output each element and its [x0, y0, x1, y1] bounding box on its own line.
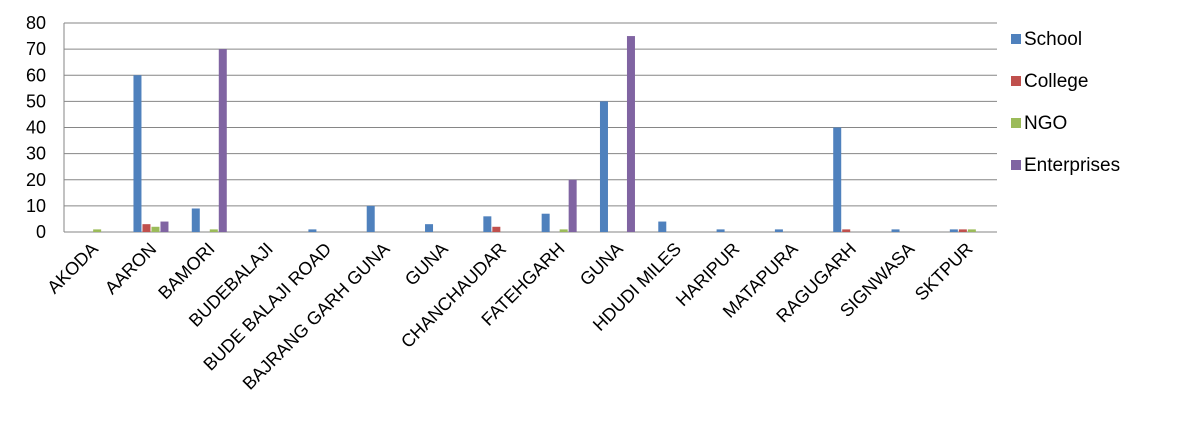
bar-college-13	[842, 229, 851, 232]
bar-school-14	[891, 229, 900, 232]
bar-college-1	[142, 224, 151, 232]
bar-school-12	[774, 229, 783, 232]
legend-label-ngo: NGO	[1024, 113, 1067, 134]
bar-school-9	[599, 101, 608, 232]
bar-school-8	[541, 213, 550, 232]
bar-enterprises-2	[218, 49, 227, 232]
bar-enterprises-9	[626, 36, 635, 232]
y-tick-label: 80	[26, 13, 46, 33]
bar-enterprises-8	[568, 179, 577, 232]
y-tick-label: 10	[26, 196, 46, 216]
bar-ngo-0	[93, 229, 102, 232]
y-tick-label: 30	[26, 144, 46, 164]
bar-school-6	[425, 224, 434, 232]
x-tick-label: GUNA	[401, 239, 452, 290]
x-tick-label: AARON	[101, 239, 160, 298]
bar-school-2	[191, 208, 200, 232]
x-tick-label: CHANCHAUDAR	[397, 239, 510, 352]
bar-school-15	[949, 229, 958, 232]
y-tick-label: 50	[26, 91, 46, 111]
y-tick-label: 60	[26, 65, 46, 85]
bar-school-10	[658, 221, 667, 232]
bar-ngo-8	[559, 229, 568, 232]
x-tick-label: GUNA	[576, 239, 627, 290]
bar-ngo-2	[209, 229, 218, 232]
y-tick-label: 20	[26, 170, 46, 190]
legend-label-college: College	[1024, 71, 1088, 92]
bar-college-7	[492, 226, 501, 232]
x-tick-label: AKODA	[43, 239, 102, 298]
legend-swatch-ngo	[1011, 118, 1021, 128]
bar-ngo-15	[967, 229, 976, 232]
bar-school-5	[366, 205, 375, 232]
bar-school-1	[133, 75, 142, 232]
legend-swatch-college	[1011, 76, 1021, 86]
legend-swatch-school	[1011, 34, 1021, 44]
bar-school-7	[483, 216, 492, 232]
bar-college-15	[958, 229, 967, 232]
y-tick-label: 0	[36, 222, 46, 242]
y-tick-label: 40	[26, 118, 46, 138]
legend-label-school: School	[1024, 29, 1082, 50]
x-tick-label: SKTPUR	[911, 239, 977, 305]
legend-swatch-enterprises	[1011, 160, 1021, 170]
y-tick-label: 70	[26, 39, 46, 59]
bar-ngo-1	[151, 226, 160, 232]
bar-enterprises-1	[160, 221, 169, 232]
bar-school-11	[716, 229, 725, 232]
legend-label-enterprises: Enterprises	[1024, 155, 1120, 176]
bar-school-4	[308, 229, 317, 232]
bar-school-13	[833, 127, 842, 232]
